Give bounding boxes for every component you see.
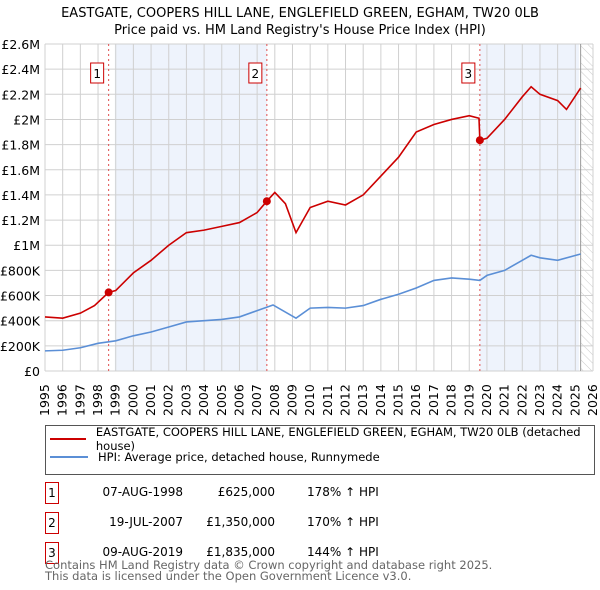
x-tick-label: 2019 xyxy=(461,384,476,416)
sale-label-box xyxy=(461,62,476,84)
x-tick-label: 2008 xyxy=(267,384,282,416)
sale-label: 1 xyxy=(93,67,101,81)
sale-row: 2 19-JUL-2007 £1,350,000 170% ↑ HPI xyxy=(45,512,445,536)
x-tick-label: 2013 xyxy=(355,384,370,416)
legend-swatch-blue xyxy=(50,456,88,458)
y-tick-label: £1M xyxy=(13,238,40,253)
x-tick-label: 2001 xyxy=(143,384,158,416)
sale-label-box xyxy=(248,62,263,84)
y-tick-label: £0 xyxy=(24,364,40,379)
sale-hpi: 144% ↑ HPI xyxy=(307,545,379,559)
forecast-hatch xyxy=(580,44,593,371)
x-tick-label: 1996 xyxy=(55,384,70,416)
sale-date: 07-AUG-1998 xyxy=(102,485,184,499)
x-tick-label: 2016 xyxy=(408,384,423,416)
series-line xyxy=(44,85,582,319)
legend-swatch-red xyxy=(50,438,86,440)
x-tick-label: 2012 xyxy=(338,384,353,416)
series-line xyxy=(44,253,581,352)
x-tick-label: 2018 xyxy=(444,384,459,416)
x-tick-label: 2025 xyxy=(567,384,582,416)
sale-label: 3 xyxy=(465,67,473,81)
sale-label: 2 xyxy=(252,67,260,81)
x-tick-label: 2004 xyxy=(196,384,211,416)
x-tick-label: 1995 xyxy=(37,384,52,416)
x-tick-label: 1997 xyxy=(72,384,87,416)
footer: Contains HM Land Registry data © Crown c… xyxy=(45,558,493,583)
legend-item-property: EASTGATE, COOPERS HILL LANE, ENGLEFIELD … xyxy=(46,425,594,453)
x-tick-label: 2024 xyxy=(550,384,565,416)
y-tick-label: £1.2M xyxy=(1,213,40,228)
sale-badge: 3 xyxy=(45,542,59,564)
sale-badge: 1 xyxy=(45,482,59,504)
y-tick-label: £2.6M xyxy=(1,37,40,52)
y-tick-label: £1.4M xyxy=(1,188,40,203)
x-tick-label: 2026 xyxy=(585,384,600,416)
y-tick-label: £400K xyxy=(0,314,41,329)
footer-line: Contains HM Land Registry data © Crown c… xyxy=(45,558,493,572)
x-tick-label: 2017 xyxy=(426,384,441,416)
x-tick-label: 2022 xyxy=(514,384,529,416)
legend-item-hpi: HPI: Average price, detached house, Runn… xyxy=(46,449,380,465)
legend-label: HPI: Average price, detached house, Runn… xyxy=(98,450,380,464)
x-tick-label: 2005 xyxy=(214,384,229,416)
x-tick-label: 2009 xyxy=(284,384,299,416)
x-tick-label: 2003 xyxy=(178,384,193,416)
sale-date: 09-AUG-2019 xyxy=(102,545,184,559)
x-tick-label: 2007 xyxy=(249,384,264,416)
sale-point xyxy=(262,197,271,206)
y-tick-label: £2.4M xyxy=(1,62,40,77)
chart-subtitle: Price paid vs. HM Land Registry's House … xyxy=(114,23,486,38)
y-tick-label: £600K xyxy=(0,289,41,304)
price-chart: 1995 1996 1997 1998 1999 2000 2001 2002 2003 2004… xyxy=(0,37,600,416)
y-tick-label: £2M xyxy=(13,112,40,127)
x-tick-label: 2006 xyxy=(231,384,246,416)
sale-hpi: 170% ↑ HPI xyxy=(307,515,379,529)
x-tick-label: 2002 xyxy=(161,384,176,416)
x-tick-label: 2010 xyxy=(302,384,317,416)
x-tick-label: 2020 xyxy=(479,384,494,416)
shaded-region xyxy=(479,44,579,371)
x-tick-label: 2021 xyxy=(497,384,512,416)
x-tick-label: 1999 xyxy=(108,384,123,416)
sale-date: 19-JUL-2007 xyxy=(109,515,183,529)
sale-point xyxy=(475,136,484,145)
y-tick-label: £1.6M xyxy=(1,163,40,178)
y-tick-label: £2.2M xyxy=(1,87,40,102)
sale-price: £1,350,000 xyxy=(206,515,275,529)
x-tick-label: 1998 xyxy=(90,384,105,416)
y-tick-label: £800K xyxy=(0,263,41,278)
chart-title: EASTGATE, COOPERS HILL LANE, ENGLEFIELD … xyxy=(61,6,539,21)
x-tick-label: 2015 xyxy=(391,384,406,416)
x-tick-label: 2023 xyxy=(532,384,547,416)
x-tick-label: 2014 xyxy=(373,384,388,416)
sale-price: £625,000 xyxy=(217,485,275,499)
legend: EASTGATE, COOPERS HILL LANE, ENGLEFIELD … xyxy=(45,425,595,475)
footer-line: This data is licensed under the Open Gov… xyxy=(45,569,412,583)
sale-hpi: 178% ↑ HPI xyxy=(307,485,379,499)
x-tick-label: 2000 xyxy=(125,384,140,416)
sale-row: 1 07-AUG-1998 £625,000 178% ↑ HPI xyxy=(45,482,445,506)
sale-point xyxy=(104,288,113,297)
x-tick-label: 2011 xyxy=(320,384,335,416)
sale-row: 3 09-AUG-2019 £1,835,000 144% ↑ HPI xyxy=(45,542,445,566)
sale-label-box xyxy=(90,62,105,84)
sale-price: £1,835,000 xyxy=(206,545,275,559)
y-tick-label: £200K xyxy=(0,339,41,354)
sale-badge: 2 xyxy=(45,512,59,534)
legend-label: EASTGATE, COOPERS HILL LANE, ENGLEFIELD … xyxy=(95,425,581,453)
y-tick-label: £1.8M xyxy=(1,138,40,153)
